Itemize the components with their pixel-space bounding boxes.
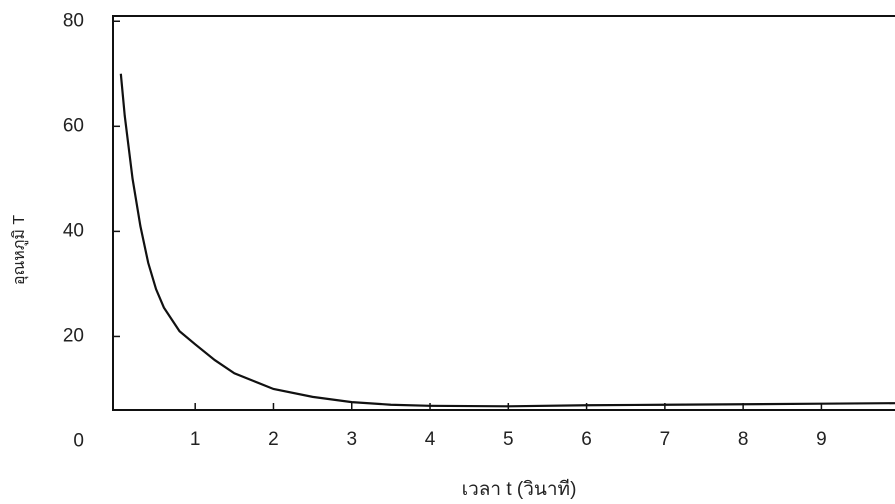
- x-tick-label: 9: [816, 429, 827, 450]
- y-tick-label: 0: [73, 431, 84, 452]
- x-tick-label: 4: [425, 429, 436, 450]
- x-axis-label: เวลา t (วินาที): [462, 478, 577, 500]
- x-tick-label: 5: [503, 429, 514, 450]
- chart: เวลา t (วินาที) อุณหภูมิ T 0 20 40 60 80 1 2 3 4…: [0, 0, 895, 504]
- x-tick-label: 6: [581, 429, 592, 450]
- y-axis-label: อุณหภูมิ T: [11, 215, 29, 286]
- x-tick-label: 3: [346, 429, 357, 450]
- y-tick-label: 60: [63, 115, 84, 136]
- x-tick-label: 7: [660, 429, 671, 450]
- background: [0, 0, 895, 504]
- y-tick-label: 20: [63, 325, 84, 346]
- x-tick-label: 2: [268, 429, 279, 450]
- y-tick-label: 80: [63, 10, 84, 31]
- y-tick-label: 40: [63, 220, 84, 241]
- x-tick-label: 1: [190, 429, 201, 450]
- x-tick-label: 8: [738, 429, 749, 450]
